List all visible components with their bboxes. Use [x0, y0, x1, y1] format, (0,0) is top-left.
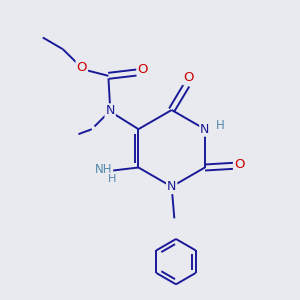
Text: NH: NH [95, 163, 112, 176]
Text: H: H [215, 119, 224, 132]
Text: O: O [138, 63, 148, 76]
Text: N: N [105, 104, 115, 117]
Text: O: O [234, 158, 244, 171]
Text: H: H [108, 173, 116, 184]
Text: O: O [183, 71, 194, 84]
Text: N: N [167, 180, 176, 193]
Text: methyl: methyl [86, 131, 91, 133]
Text: O: O [76, 61, 87, 74]
Text: N: N [200, 123, 210, 136]
